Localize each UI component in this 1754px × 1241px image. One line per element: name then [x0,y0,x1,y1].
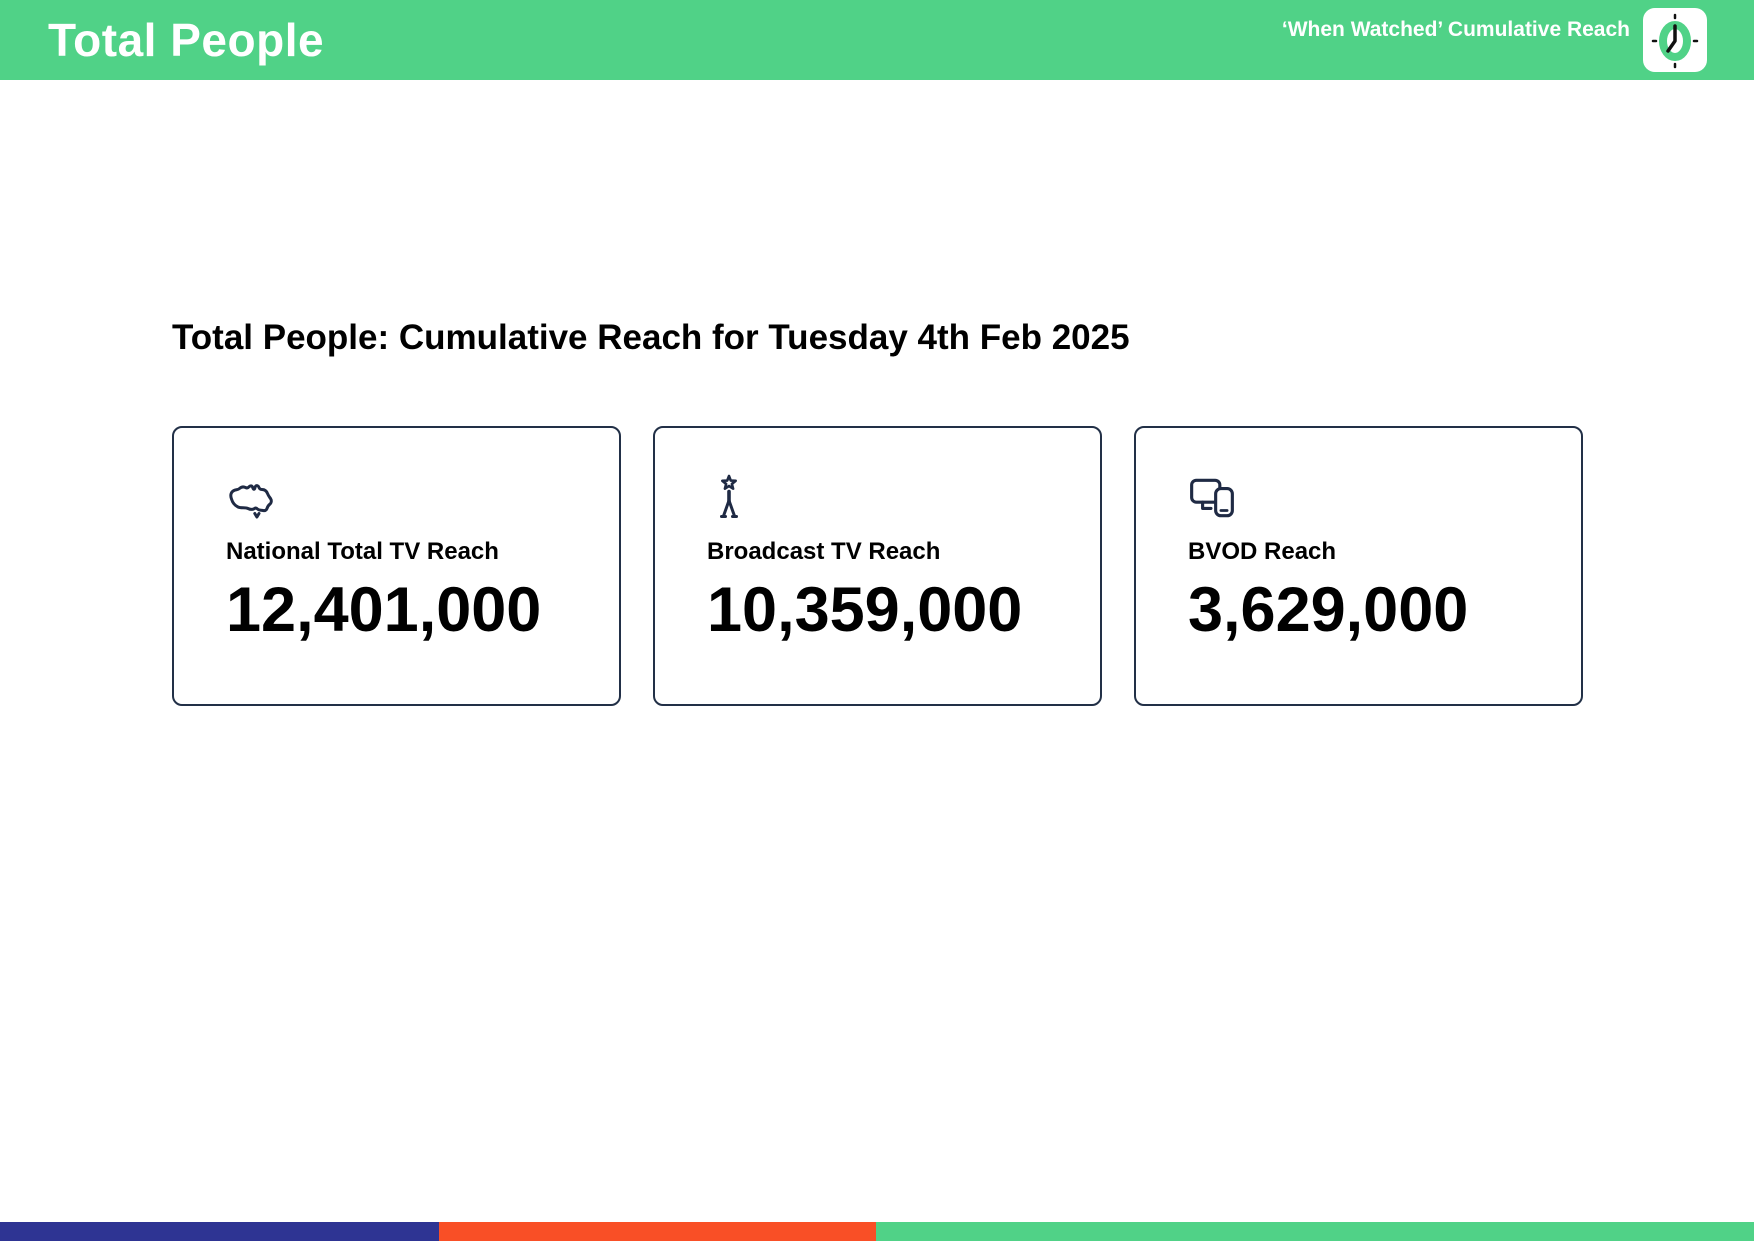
kpi-cards: National Total TV Reach 12,401,000 Broad… [172,426,1754,706]
kpi-card-bvod-reach: BVOD Reach 3,629,000 [1134,426,1583,706]
header-right: ‘When Watched’ Cumulative Reach [1282,8,1707,72]
kpi-value: 10,359,000 [707,575,1023,645]
footer-segment-green [875,1222,1754,1241]
main-content: Total People: Cumulative Reach for Tuesd… [0,318,1754,706]
broadcast-tower-icon [707,474,1084,522]
clock-icon [1643,8,1707,72]
kpi-label: BVOD Reach [1188,538,1337,565]
footer-segment-blue [0,1222,440,1241]
kpi-label: National Total TV Reach [226,538,499,565]
kpi-label: Broadcast TV Reach [707,538,941,565]
footer-segment-orange [439,1222,876,1241]
kpi-value: 12,401,000 [226,575,542,645]
header-subtitle: ‘When Watched’ Cumulative Reach [1281,18,1630,41]
kpi-card-broadcast-tv-reach: Broadcast TV Reach 10,359,000 [653,426,1102,706]
kpi-value: 3,629,000 [1188,575,1469,645]
app-header: Total People ‘When Watched’ Cumulative R… [0,0,1754,80]
footer-accent-bar [0,1222,1754,1241]
australia-map-icon [226,474,603,522]
section-heading: Total People: Cumulative Reach for Tuesd… [172,318,1130,357]
kpi-card-national-total-tv-reach: National Total TV Reach 12,401,000 [172,426,621,706]
devices-icon [1188,474,1565,522]
page-title: Total People [48,14,325,66]
